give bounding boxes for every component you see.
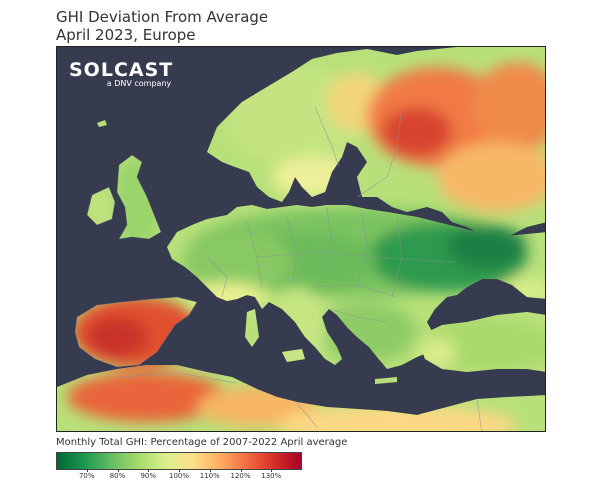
colorbar-ticks: 70% 80% 90% 100% 110% 120% 130% [56,469,302,486]
colorbar-tick-mark [117,469,119,472]
colorbar-tick-label: 120% [230,472,251,480]
colorbar-tick-mark [86,469,88,472]
title-line-2: April 2023, Europe [56,26,196,44]
country-borders [116,106,483,431]
logo-subtitle: a DNV company [106,79,172,88]
colorbar-tick-label: 100% [168,472,190,480]
map-panel: SOLCAST a DNV company [56,46,546,432]
colorbar-tick-mark [271,469,273,472]
solcast-logo: SOLCAST a DNV company [69,59,173,88]
legend-caption: Monthly Total GHI: Percentage of 2007-20… [56,437,348,448]
colorbar-tick-mark [209,469,211,472]
colorbar-tick-label: 90% [140,472,157,480]
ghi-field [57,47,545,431]
title-line-1: GHI Deviation From Average [56,8,269,26]
colorbar-tick-label: 80% [109,472,126,480]
coastlines [74,154,198,368]
europe-map [57,47,545,431]
colorbar-tick-label: 130% [261,472,282,480]
colorbar [56,452,302,470]
colorbar-tick-mark [240,469,242,472]
colorbar-tick-label: 110% [199,472,220,480]
colorbar-tick-mark [179,469,180,472]
colorbar-tick-mark [148,469,150,472]
logo-brand: SOLCAST [69,59,174,81]
colorbar-tick-label: 70% [78,472,95,480]
chart-title: GHI Deviation From Average April 2023, E… [56,8,268,44]
